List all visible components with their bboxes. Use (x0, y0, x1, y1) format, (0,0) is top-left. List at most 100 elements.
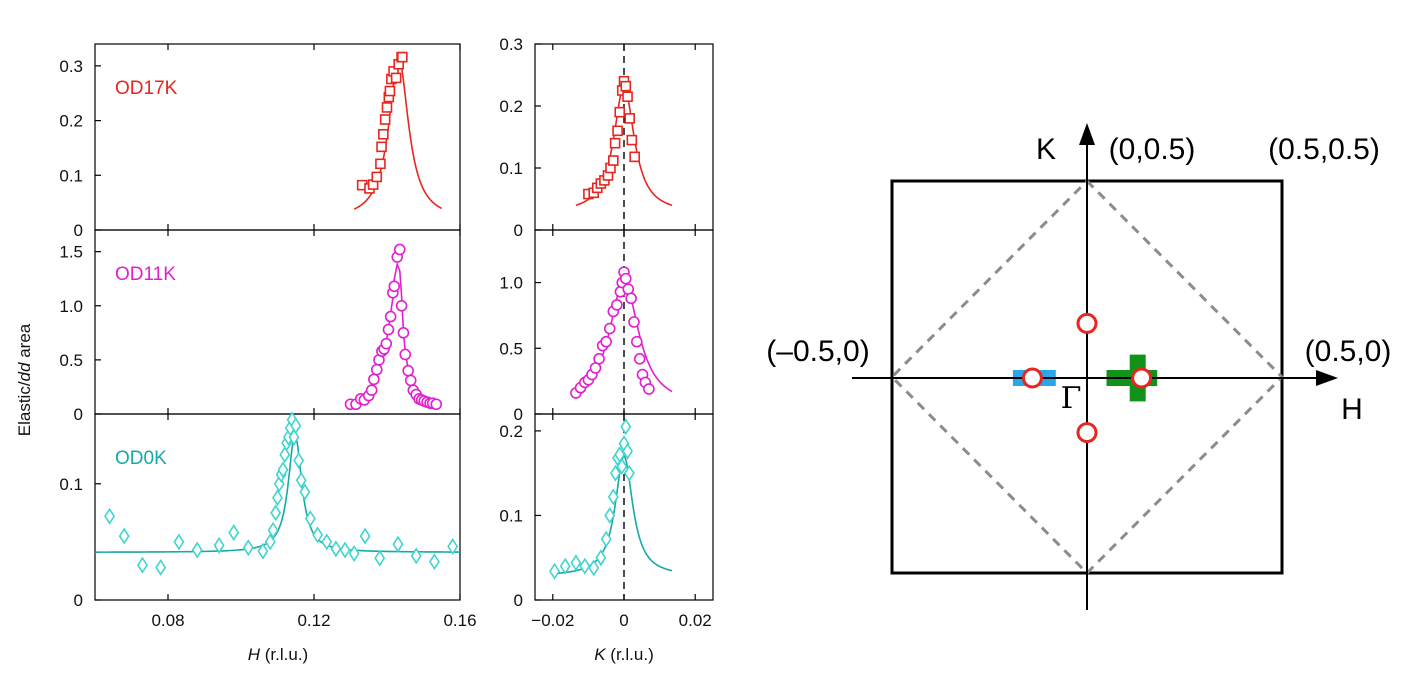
h-axis-arrowhead (1316, 370, 1338, 386)
ylabel-italic: dd (15, 362, 34, 381)
x-tick-label: 0 (619, 611, 628, 630)
data-point (295, 471, 307, 489)
data-point (624, 113, 635, 124)
y-tick-label: 0 (74, 221, 83, 240)
data-point (272, 489, 283, 507)
data-point (293, 452, 305, 469)
data-point (397, 327, 410, 339)
y-tick-label: 0.2 (499, 97, 523, 116)
data-point (625, 292, 637, 305)
data-point (600, 530, 612, 548)
data-point (242, 539, 254, 557)
data-point (608, 155, 619, 166)
data-point (612, 125, 623, 137)
ylabel-suffix: area (15, 323, 34, 362)
x-tick-label: 0.08 (151, 611, 184, 630)
y-tick-label: 1.5 (59, 243, 83, 262)
data-point (607, 488, 619, 506)
y-tick-label: 0.1 (59, 475, 83, 494)
plot-frame (94, 229, 461, 415)
cdw-peaks (1021, 312, 1153, 444)
y-tick-label: 0 (514, 221, 523, 240)
x-tick-label: 0.16 (443, 611, 476, 630)
panel-label: OD17K (115, 78, 178, 99)
data-point (321, 533, 333, 551)
data-point (604, 506, 616, 524)
panel-h-od11k: 0 0.5 1.0 1.5 OD11K (59, 229, 461, 424)
k-xlabel: K (r.l.u.) (594, 645, 654, 664)
h-xlabel-var: H (248, 645, 261, 664)
panel-k-od17k: 0 0.1 0.2 0.3 (499, 35, 714, 240)
top-center-label: (0,0.5) (1109, 133, 1196, 166)
data-point (104, 507, 116, 525)
data-point (395, 299, 408, 312)
cdw-peak-marker (1076, 312, 1098, 334)
data-point (428, 553, 440, 571)
data-point (299, 483, 311, 501)
data-point (378, 128, 389, 140)
cdw-peak-marker (1021, 367, 1043, 389)
data-point (570, 554, 582, 572)
y-tick-label: 0.3 (499, 35, 523, 54)
panel-label: OD0K (115, 448, 167, 469)
data-point (304, 510, 316, 528)
data-point (348, 545, 360, 562)
data-point (173, 533, 185, 551)
k-xlabel-unit: (r.l.u.) (606, 645, 654, 664)
data-point (381, 102, 393, 113)
gamma-label: Γ (1061, 381, 1082, 416)
data-point (603, 322, 616, 335)
x-tick-label: −0.02 (531, 611, 574, 630)
data-point (447, 538, 459, 556)
panel-k-od0k: 0 0.1 0.2 −0.02 0 0.02 (499, 413, 714, 630)
k-xlabel-var: K (594, 645, 606, 664)
data-point (609, 137, 621, 149)
data-point (404, 374, 417, 387)
data-point (384, 85, 396, 97)
data-point (213, 536, 225, 554)
data-point (619, 272, 632, 285)
data-point (370, 363, 383, 376)
data-point (339, 541, 351, 559)
y-tick-label: 0 (74, 405, 83, 424)
data-point (375, 158, 386, 170)
data-point (588, 559, 600, 577)
data-point (118, 527, 130, 545)
data-point (392, 535, 404, 553)
data-point (380, 337, 393, 350)
left-label: (–0.5,0) (766, 335, 869, 368)
y-tick-label: 0 (74, 591, 83, 610)
data-point (611, 299, 623, 311)
data-point (368, 373, 380, 386)
data-point (549, 562, 561, 580)
y-tick-label: 1.0 (59, 297, 83, 316)
data-point (264, 533, 276, 551)
cdw-peak-marker (1131, 367, 1153, 389)
panel-h-od17k: 0 0.1 0.2 0.3 OD17K (59, 43, 461, 240)
data-point (610, 464, 621, 482)
data-point (593, 352, 605, 365)
data-point (397, 51, 408, 63)
h-xlabel-unit: (r.l.u.) (260, 645, 308, 664)
plot-frame (94, 413, 461, 601)
h-xlabel: H (r.l.u.) (248, 645, 308, 664)
data-point (379, 114, 391, 125)
k-axis-arrowhead (1079, 123, 1095, 145)
data-point (600, 335, 613, 348)
data-point (579, 557, 591, 575)
data-point (629, 151, 640, 163)
x-tick-label: 0.02 (679, 611, 712, 630)
top-right-label: (0.5,0.5) (1268, 133, 1380, 166)
data-point (595, 549, 607, 567)
data-point (365, 384, 378, 396)
y-tick-label: 0 (514, 405, 523, 424)
data-point (623, 464, 635, 482)
data-point (382, 323, 395, 336)
data-point (633, 352, 646, 365)
data-point (228, 524, 240, 542)
data-point (620, 418, 632, 436)
data-point (290, 417, 302, 435)
data-point (626, 134, 638, 146)
y-tick-label: 0.2 (499, 422, 523, 441)
